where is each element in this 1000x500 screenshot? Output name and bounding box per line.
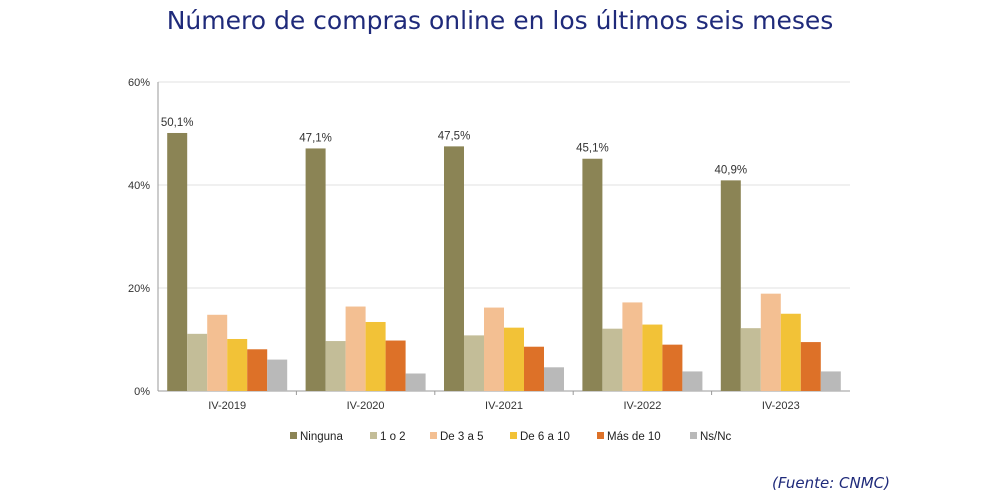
legend-label: 1 o 2 bbox=[380, 431, 406, 443]
page-title: Número de compras online en los últimos … bbox=[166, 6, 834, 35]
bar-de-3-a-5 bbox=[622, 302, 643, 391]
bar-de-6-a-10 bbox=[227, 338, 248, 391]
bar-de-3-a-5 bbox=[345, 306, 366, 391]
bar-ninguna bbox=[720, 180, 741, 391]
y-tick-label: 40% bbox=[128, 180, 150, 192]
y-tick-label: 60% bbox=[128, 77, 150, 89]
legend-swatch bbox=[290, 432, 297, 439]
bar-1-o-2 bbox=[740, 328, 761, 391]
bar-1-o-2 bbox=[325, 341, 346, 391]
bar-de-6-a-10 bbox=[365, 321, 386, 391]
legend-swatch bbox=[597, 432, 604, 439]
bar-ns-nc bbox=[405, 373, 426, 391]
x-tick-label: IV-2020 bbox=[347, 400, 385, 412]
bar-m-s-de-10 bbox=[524, 346, 544, 391]
legend-swatch bbox=[370, 432, 377, 439]
bar-de-3-a-5 bbox=[207, 314, 228, 391]
legend-swatch bbox=[510, 432, 517, 439]
bar-m-s-de-10 bbox=[385, 340, 406, 391]
x-tick-label: IV-2021 bbox=[485, 400, 523, 412]
bar-ns-nc bbox=[544, 367, 564, 391]
bar-1-o-2 bbox=[464, 335, 484, 391]
x-tick-label: IV-2022 bbox=[623, 400, 661, 412]
data-label: 40,9% bbox=[714, 164, 747, 176]
data-label: 50,1% bbox=[161, 117, 194, 129]
bar-1-o-2 bbox=[602, 328, 623, 391]
bar-ninguna bbox=[444, 146, 464, 391]
bar-m-s-de-10 bbox=[662, 344, 683, 391]
x-tick-label: IV-2023 bbox=[762, 400, 800, 412]
legend-swatch bbox=[430, 432, 437, 439]
data-label: 47,5% bbox=[438, 130, 471, 142]
bar-ninguna bbox=[305, 148, 326, 391]
bar-ns-nc bbox=[682, 371, 703, 391]
bar-m-s-de-10 bbox=[247, 349, 268, 391]
bar-ninguna bbox=[167, 132, 188, 392]
x-tick-label: IV-2019 bbox=[208, 400, 246, 412]
bar-ns-nc bbox=[267, 359, 288, 391]
legend-swatch bbox=[690, 432, 697, 439]
y-tick-label: 0% bbox=[134, 386, 150, 398]
bar-ninguna bbox=[582, 158, 603, 391]
legend-label: Ns/Nc bbox=[700, 431, 732, 443]
data-label: 47,1% bbox=[299, 132, 332, 144]
bar-1-o-2 bbox=[187, 333, 208, 391]
bar-de-6-a-10 bbox=[780, 313, 801, 391]
legend-label: Ninguna bbox=[300, 431, 343, 443]
legend-label: De 6 a 10 bbox=[520, 431, 570, 443]
bar-m-s-de-10 bbox=[800, 342, 821, 391]
legend-label: Más de 10 bbox=[607, 431, 661, 443]
data-label: 45,1% bbox=[576, 143, 609, 155]
bar-ns-nc bbox=[820, 371, 841, 391]
bar-de-6-a-10 bbox=[504, 327, 524, 391]
bar-de-6-a-10 bbox=[642, 324, 663, 391]
legend-label: De 3 a 5 bbox=[440, 431, 483, 443]
source-note: (Fuente: CNMC) bbox=[771, 474, 890, 492]
bar-de-3-a-5 bbox=[760, 293, 781, 391]
bar-de-3-a-5 bbox=[484, 307, 504, 391]
y-tick-label: 20% bbox=[128, 283, 150, 295]
